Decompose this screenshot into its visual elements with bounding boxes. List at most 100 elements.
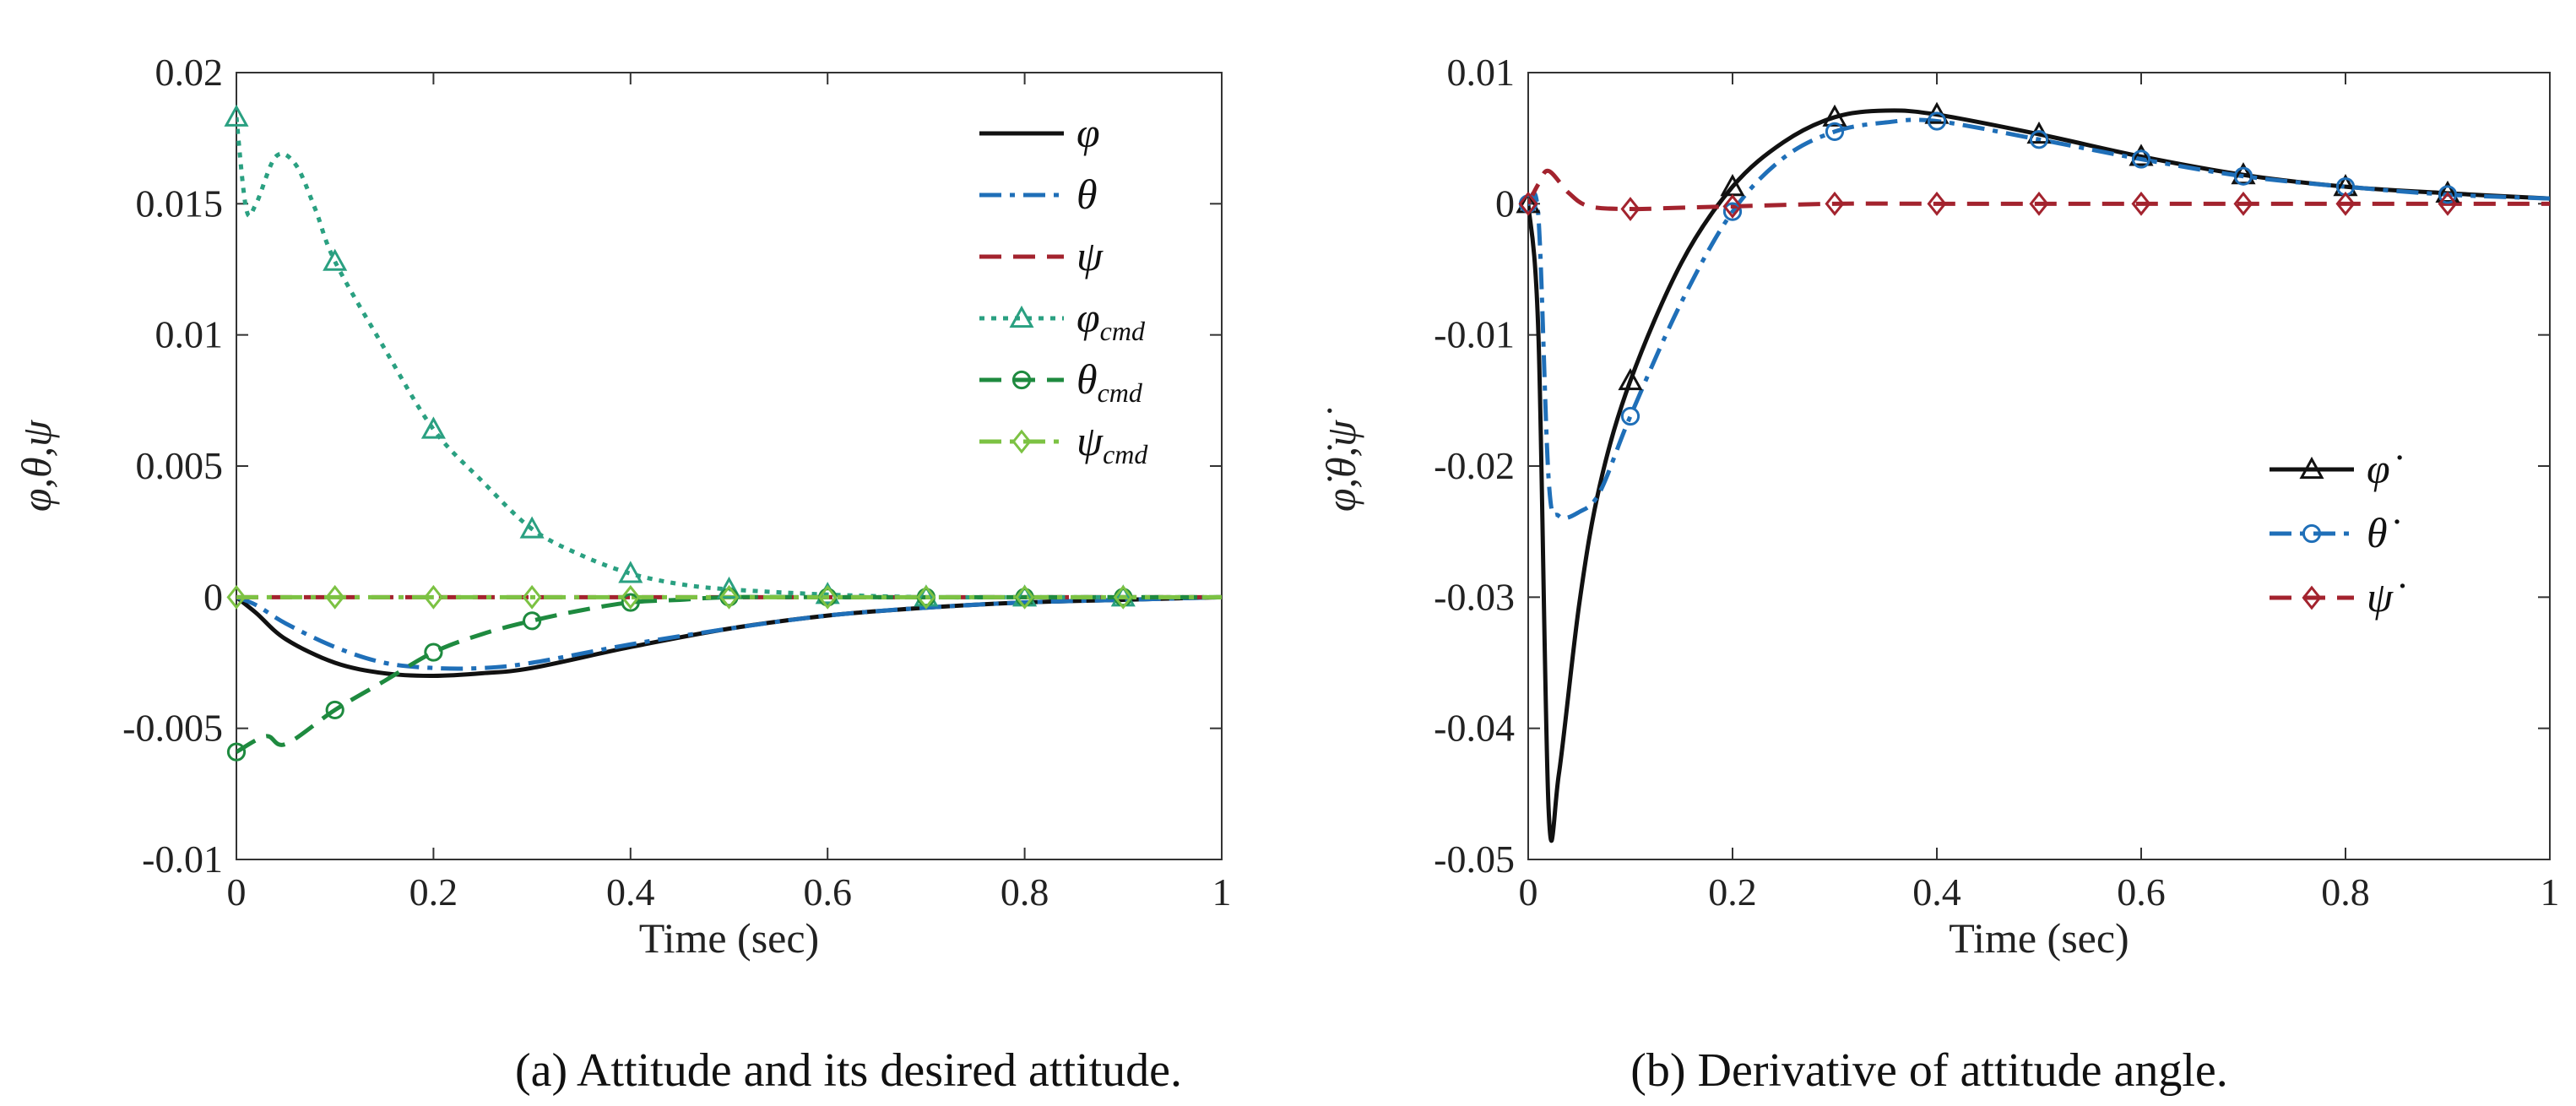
data-point xyxy=(1620,197,1641,221)
legend-entry: θ xyxy=(1076,171,1098,218)
data-point xyxy=(1822,104,1847,127)
data-point xyxy=(226,584,247,610)
x-tick-label: 1 xyxy=(1212,870,1232,914)
data-point xyxy=(916,584,936,610)
data-point xyxy=(621,584,641,610)
data-point xyxy=(1927,191,1947,216)
legend: φθψ φcmd θcmd ψcmd xyxy=(979,109,1148,469)
x-tick-label: 0.8 xyxy=(2321,870,2370,914)
legend-entry-subscript: cmd xyxy=(1098,377,1143,408)
legend: φ̇ θ̇ ψ̇ xyxy=(2270,445,2405,621)
y-tick-label: 0 xyxy=(203,575,223,618)
data-point xyxy=(523,611,542,631)
data-point xyxy=(817,584,838,610)
chart-attitude: 0 0.2 0.4 0.6 0.8 1 -0.01 -0.005 0 0.005 0.01 0.015… xyxy=(13,51,1232,962)
series-group xyxy=(1528,108,2550,843)
x-tick-label: 1 xyxy=(2541,870,2560,914)
y-tick-label: -0.02 xyxy=(1434,444,1515,487)
data-point xyxy=(1015,584,1035,610)
legend-entry: ψ xyxy=(1076,232,1104,279)
x-tick-label: 0 xyxy=(1519,870,1538,914)
data-point xyxy=(2233,166,2253,186)
data-point xyxy=(420,416,446,439)
x-tick-label: 0.2 xyxy=(409,870,458,914)
series-group xyxy=(236,117,1222,754)
legend-marker xyxy=(1011,370,1032,390)
y-tick-label: -0.005 xyxy=(122,707,223,750)
data-point xyxy=(2233,191,2253,216)
legend-marker xyxy=(2299,456,2324,480)
legend-entry: φcmd xyxy=(1076,294,1146,346)
series-line-2 xyxy=(1528,168,2550,212)
data-point xyxy=(2131,191,2151,216)
data-point xyxy=(1825,191,1845,216)
x-tick-label: 0.4 xyxy=(606,870,655,914)
y-tick-label: 0.02 xyxy=(155,51,224,94)
y-tick-label: -0.01 xyxy=(142,838,223,881)
series-line-3 xyxy=(236,117,1222,600)
data-point xyxy=(1518,191,1538,216)
data-point xyxy=(2131,149,2151,169)
data-point xyxy=(224,104,249,127)
data-point xyxy=(1618,367,1643,391)
y-axis-label: φ,θ,ψ xyxy=(13,420,60,512)
data-point xyxy=(2029,130,2049,149)
data-point xyxy=(325,700,344,720)
legend-entry-subscript: cmd xyxy=(1103,439,1148,469)
data-point xyxy=(716,576,742,599)
y-axis-label: φ̇,θ̇,ψ̇ xyxy=(1317,408,1364,512)
data-point xyxy=(2231,162,2256,185)
x-axis-label: Time (sec) xyxy=(639,914,819,962)
y-tick-label: 0.01 xyxy=(155,313,224,356)
data-point xyxy=(424,642,443,662)
data-point xyxy=(2435,180,2460,203)
x-tick-label: 0.6 xyxy=(2117,870,2166,914)
legend-marker xyxy=(1009,305,1034,328)
legend-entry: φ xyxy=(1076,109,1100,156)
plot-frame xyxy=(236,72,1223,860)
series-line-1 xyxy=(236,594,1222,671)
data-point xyxy=(2335,191,2356,216)
data-point xyxy=(1722,202,1743,221)
data-point xyxy=(618,561,643,583)
data-point xyxy=(1620,406,1641,426)
x-tick-label: 0.4 xyxy=(1912,870,1961,914)
legend-marker xyxy=(2302,585,2322,610)
y-tick-label: 0.01 xyxy=(1447,51,1516,94)
data-point xyxy=(2438,185,2458,204)
data-point xyxy=(2438,191,2458,216)
data-point xyxy=(1722,194,1743,219)
x-tick-label: 0.6 xyxy=(803,870,852,914)
data-point xyxy=(325,584,345,610)
series-line-0 xyxy=(1528,108,2550,843)
legend-entry: θ̇ xyxy=(2367,509,2400,556)
legend-entry: θcmd xyxy=(1076,355,1143,408)
legend-entry: ψcmd xyxy=(1076,417,1148,469)
legend-entry-subscript: cmd xyxy=(1100,316,1146,346)
data-point xyxy=(719,584,740,610)
x-axis-label: Time (sec) xyxy=(1949,914,2129,962)
data-point xyxy=(519,516,545,539)
data-point xyxy=(621,593,640,612)
y-tick-label: 0 xyxy=(1495,182,1515,225)
legend-entry: ψ̇ xyxy=(2367,573,2405,621)
data-point xyxy=(2129,144,2154,166)
x-tick-label: 0.8 xyxy=(1001,870,1049,914)
y-tick-label: 0.005 xyxy=(136,444,224,487)
y-tick-label: -0.04 xyxy=(1434,707,1515,750)
legend-marker xyxy=(1011,429,1032,454)
y-tick-label: -0.01 xyxy=(1434,313,1515,356)
y-tick-label: -0.03 xyxy=(1434,575,1515,618)
legend-entry: φ̇ xyxy=(2367,445,2403,492)
series-line-4 xyxy=(236,594,1222,754)
x-tick-label: 0 xyxy=(227,870,247,914)
data-point xyxy=(226,742,247,762)
data-point xyxy=(522,584,542,610)
series-line-1 xyxy=(1528,117,2550,521)
data-point xyxy=(1927,111,1947,131)
data-point xyxy=(1825,122,1845,141)
chart-attitude-derivative: 0 0.2 0.4 0.6 0.8 1 -0.05 -0.04 -0.03 -0.02 -0.01 0… xyxy=(1317,51,2560,962)
data-point xyxy=(1113,584,1133,610)
caption-a: (a) Attitude and its desired attitude. xyxy=(515,1044,1182,1097)
